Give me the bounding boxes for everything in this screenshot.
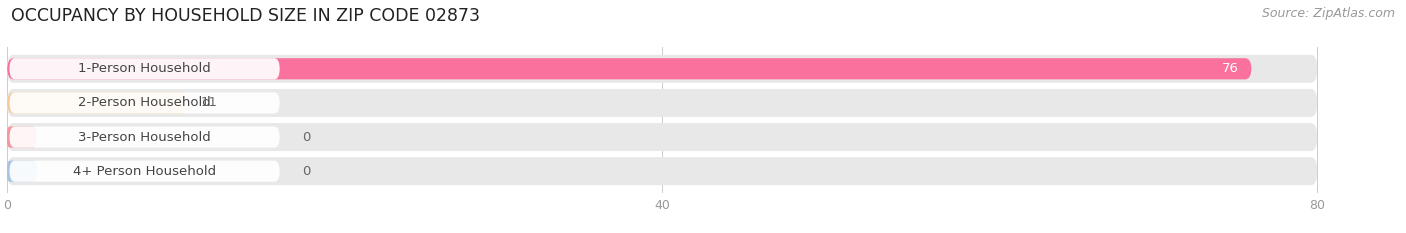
Text: 4+ Person Household: 4+ Person Household xyxy=(73,165,217,178)
Text: 0: 0 xyxy=(302,165,311,178)
Text: OCCUPANCY BY HOUSEHOLD SIZE IN ZIP CODE 02873: OCCUPANCY BY HOUSEHOLD SIZE IN ZIP CODE … xyxy=(11,7,481,25)
Text: 76: 76 xyxy=(1222,62,1239,75)
FancyBboxPatch shape xyxy=(7,157,1317,185)
Text: 2-Person Household: 2-Person Household xyxy=(79,96,211,110)
Text: 0: 0 xyxy=(302,130,311,144)
FancyBboxPatch shape xyxy=(7,58,1251,79)
Text: 1-Person Household: 1-Person Household xyxy=(79,62,211,75)
FancyBboxPatch shape xyxy=(10,161,280,182)
Text: 3-Person Household: 3-Person Household xyxy=(79,130,211,144)
FancyBboxPatch shape xyxy=(7,123,1317,151)
FancyBboxPatch shape xyxy=(10,92,280,113)
FancyBboxPatch shape xyxy=(7,161,37,182)
FancyBboxPatch shape xyxy=(7,89,1317,117)
Text: Source: ZipAtlas.com: Source: ZipAtlas.com xyxy=(1261,7,1395,20)
FancyBboxPatch shape xyxy=(10,58,280,79)
FancyBboxPatch shape xyxy=(7,127,37,148)
FancyBboxPatch shape xyxy=(7,92,187,113)
FancyBboxPatch shape xyxy=(7,55,1317,83)
FancyBboxPatch shape xyxy=(10,127,280,148)
Text: 11: 11 xyxy=(200,96,218,110)
